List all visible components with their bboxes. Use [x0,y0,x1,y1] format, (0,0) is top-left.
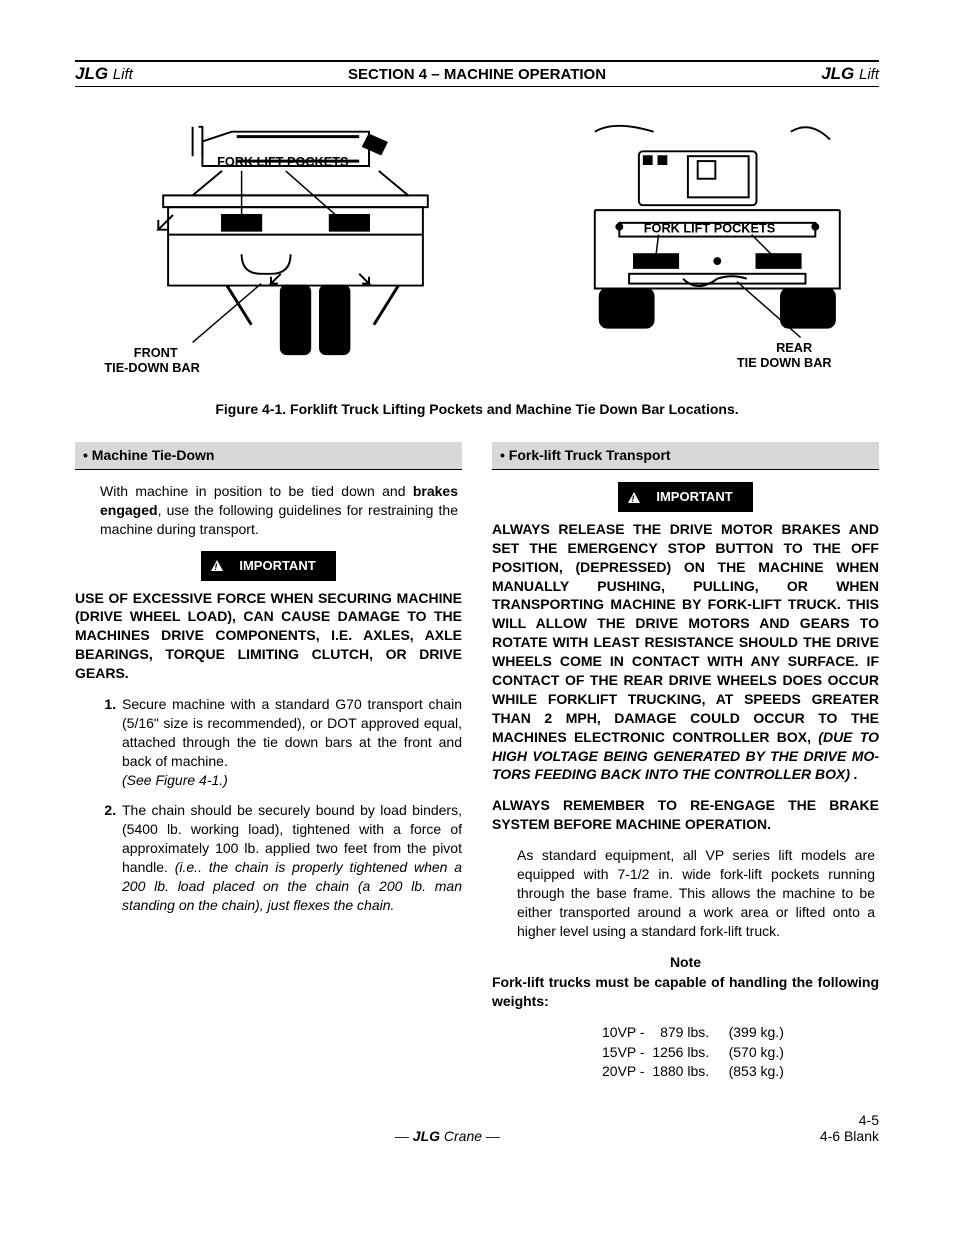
document-page: JLG Lift SECTION 4 – MACHINE OPERATION J… [0,0,954,1184]
figure-left: FORK LIFT POCKETS FRONT TIE-DOWN BAR [75,117,467,391]
page-footer: — JLG Crane — 4-5 4-6 Blank [75,1112,879,1144]
warn-text: ALWAYS RELEASE THE DRIVE MOTOR BRAKES AN… [492,521,879,745]
tiedown-steps: Secure machine with a standard G70 trans… [75,695,462,915]
brand-jlg: JLG [75,64,108,83]
label-front: FRONT [134,345,178,360]
section-forklift-transport: Fork-lift Truck Transport [492,442,879,470]
label-tiedown-front: TIE-DOWN BAR [104,360,199,375]
step-2: The chain should be securely bound by lo… [120,801,462,914]
label-tiedown-rear: TIE DOWN BAR [737,355,832,370]
front-diagram: FORK LIFT POCKETS FRONT TIE-DOWN BAR [75,117,467,391]
weight-table: 10VP - 879 lbs. (399 kg.) 15VP - 1256 lb… [492,1023,879,1082]
footer-brand: JLG [413,1128,440,1144]
page-blank: 4-6 Blank [820,1128,879,1144]
figure-caption: Figure 4-1. Forklift Truck Lifting Pocke… [75,401,879,417]
forklift-warning: ALWAYS RELEASE THE DRIVE MOTOR BRAKES AN… [492,520,879,784]
figure-right: FORK LIFT POCKETS REAR TIE DOWN BAR [487,117,879,391]
w-lbs: 1256 lbs. [652,1044,709,1060]
step1-ref: (See Figure 4-1.) [122,772,228,788]
warning-icon [211,560,223,571]
step1-text: Secure machine with a standard G70 trans… [122,696,462,769]
important-badge-right: IMPORTANT [492,482,879,512]
w-lbs: 879 lbs. [660,1024,709,1040]
page-header: JLG Lift SECTION 4 – MACHINE OPERATION J… [75,60,879,87]
forklift-body: As standard equipment, all VP series lif… [492,846,879,940]
intro-before: With machine in position to be tied down… [100,483,413,499]
w-kg: (853 kg.) [729,1063,784,1079]
brand-lift-r: Lift [859,66,879,83]
weight-row: 20VP - 1880 lbs. (853 kg.) [602,1062,879,1082]
left-column: Machine Tie-Down With machine in positio… [75,442,462,1082]
w-model: 10VP - [602,1024,645,1040]
brand-left: JLG Lift [75,64,133,84]
brand-lift: Lift [113,66,133,83]
brand-right: JLG Lift [821,64,879,84]
footer-sub: Crane [444,1128,482,1144]
tiedown-warning: USE OF EXCESSIVE FORCE WHEN SECURING MA­… [75,589,462,683]
right-column: Fork-lift Truck Transport IMPORTANT ALWA… [492,442,879,1082]
important-label-r: IMPORTANT [646,485,742,509]
weight-row: 15VP - 1256 lbs. (570 kg.) [602,1043,879,1063]
rear-diagram: FORK LIFT POCKETS REAR TIE DOWN BAR [487,117,879,391]
w-model: 15VP - [602,1044,645,1060]
important-badge-left: IMPORTANT [75,551,462,581]
note-body: Fork-lift trucks must be capable of hand… [492,973,879,1011]
weight-row: 10VP - 879 lbs. (399 kg.) [602,1023,879,1043]
section-title: SECTION 4 – MACHINE OPERATION [348,66,606,83]
tiedown-intro: With machine in position to be tied down… [75,482,462,539]
reengage-warning: ALWAYS REMEMBER TO RE-ENGAGE THE BRAKE S… [492,796,879,834]
label-forklift-pockets-rear: FORK LIFT POCKETS [644,221,775,236]
w-lbs: 1880 lbs. [652,1063,709,1079]
two-column-body: Machine Tie-Down With machine in positio… [75,442,879,1082]
w-kg: (570 kg.) [729,1044,784,1060]
section-machine-tiedown: Machine Tie-Down [75,442,462,470]
label-forklift-pockets-front: FORK LIFT POCKETS [217,154,348,169]
w-model: 20VP - [602,1063,645,1079]
warning-icon [628,492,640,503]
figure-row: FORK LIFT POCKETS FRONT TIE-DOWN BAR [75,117,879,391]
footer-right: 4-5 4-6 Blank [820,1112,879,1144]
label-rear: REAR [776,340,812,355]
footer-center: — JLG Crane — [75,1128,820,1144]
note-header: Note [492,953,879,972]
w-kg: (399 kg.) [729,1024,784,1040]
brand-jlg-r: JLG [821,64,854,83]
page-num: 4-5 [859,1112,879,1128]
important-label: IMPORTANT [229,554,325,578]
step-1: Secure machine with a standard G70 trans… [120,695,462,789]
